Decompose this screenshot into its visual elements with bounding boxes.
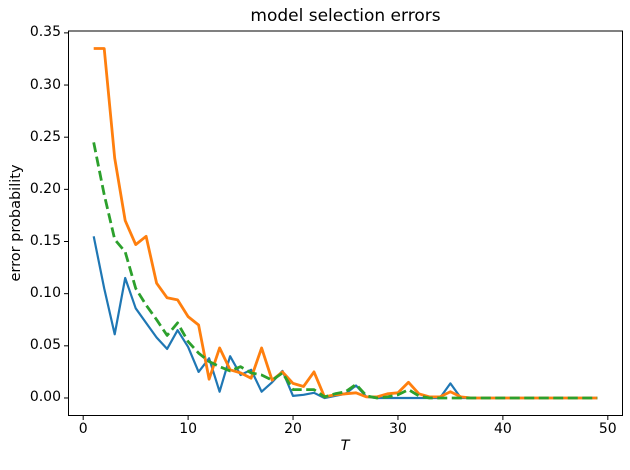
y-tick-label: 0.15 (29, 233, 61, 249)
x-tick-label: 10 (179, 421, 198, 437)
series-line-blue-solid (92, 236, 598, 400)
x-tick-label: 0 (78, 421, 88, 437)
y-tick-label: 0.25 (29, 128, 61, 145)
y-tick-label: 0.10 (29, 285, 61, 302)
chart-title: model selection errors (250, 6, 441, 26)
y-tick-label: 0.05 (29, 337, 61, 354)
axes-spines (68, 30, 623, 416)
y-tick-label: 0.20 (29, 180, 61, 197)
x-tick-label: 30 (389, 421, 407, 437)
y-tick-label: 0.30 (29, 76, 61, 93)
series-line-green-dashed (92, 142, 598, 400)
x-tick-label: 50 (598, 421, 617, 437)
x-tick-label: 20 (284, 421, 302, 437)
x-axis-label: T (340, 438, 350, 454)
x-tick-label: 40 (493, 421, 512, 437)
y-tick-label: 0.00 (29, 389, 61, 406)
y-tick-label: 0.35 (29, 24, 61, 41)
